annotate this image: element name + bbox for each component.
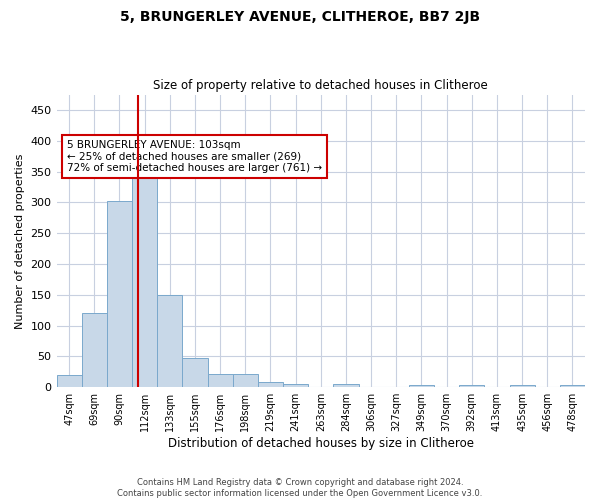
Bar [409, 386, 434, 387]
Bar [233, 374, 258, 387]
Bar [459, 386, 484, 387]
Bar [334, 384, 359, 387]
X-axis label: Distribution of detached houses by size in Clitheroe: Distribution of detached houses by size … [168, 437, 474, 450]
Text: Contains HM Land Registry data © Crown copyright and database right 2024.
Contai: Contains HM Land Registry data © Crown c… [118, 478, 482, 498]
Bar [208, 374, 233, 387]
Bar [157, 295, 182, 387]
Bar [182, 358, 208, 387]
Bar [258, 382, 283, 387]
Bar [56, 375, 82, 387]
Bar [82, 314, 107, 387]
Bar [107, 201, 132, 387]
Bar [283, 384, 308, 387]
Y-axis label: Number of detached properties: Number of detached properties [15, 153, 25, 328]
Bar [132, 164, 157, 387]
Bar [509, 386, 535, 387]
Text: 5, BRUNGERLEY AVENUE, CLITHEROE, BB7 2JB: 5, BRUNGERLEY AVENUE, CLITHEROE, BB7 2JB [120, 10, 480, 24]
Text: 5 BRUNGERLEY AVENUE: 103sqm
← 25% of detached houses are smaller (269)
72% of se: 5 BRUNGERLEY AVENUE: 103sqm ← 25% of det… [67, 140, 322, 173]
Bar [560, 386, 585, 387]
Title: Size of property relative to detached houses in Clitheroe: Size of property relative to detached ho… [154, 79, 488, 92]
